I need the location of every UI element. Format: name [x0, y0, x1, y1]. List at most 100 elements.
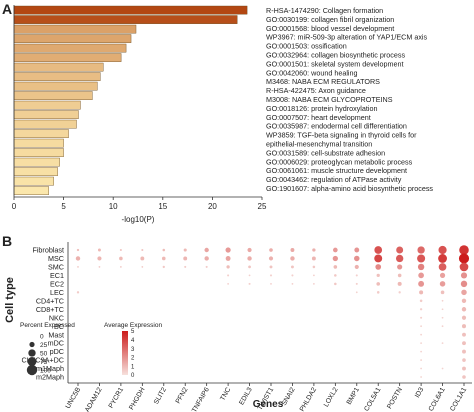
- cell-type-label: LEC: [50, 288, 64, 297]
- size-legend-dot: [27, 356, 37, 367]
- expression-dot: [419, 308, 423, 311]
- color-legend-tick: 2: [131, 356, 135, 362]
- expression-dot: [441, 299, 444, 302]
- expression-dot: [420, 342, 423, 345]
- expression-dot: [355, 282, 358, 285]
- term-label: GO:0018126: protein hydroxylation: [266, 104, 377, 113]
- term-label: R-HSA-1474290: Collagen formation: [266, 6, 383, 15]
- expression-dot: [247, 256, 252, 261]
- bar: [13, 167, 58, 176]
- x-tick-group: 0 5 10 15 20 25: [12, 197, 267, 211]
- cell-type-label: BC: [54, 322, 64, 331]
- color-legend-tick: 3: [131, 347, 135, 353]
- expression-dot: [397, 264, 403, 270]
- expression-dot: [162, 265, 165, 269]
- panel-a-label: A: [2, 1, 12, 17]
- x-tick-label: 10: [109, 202, 118, 211]
- term-label: GO:1901607: alpha-amino acid biosyntheti…: [266, 184, 433, 193]
- bar: [13, 186, 49, 195]
- term-label: GO:0030199: collagen fibril organization: [266, 15, 394, 24]
- expression-dot: [419, 290, 424, 295]
- expression-dot: [75, 256, 81, 261]
- expression-dot: [290, 256, 295, 261]
- expression-dot: [441, 342, 444, 345]
- expression-dot: [226, 265, 230, 269]
- expression-dot: [460, 280, 468, 288]
- expression-dot: [290, 248, 295, 252]
- expression-dot: [461, 298, 467, 304]
- term-label: GO:0042060: wound healing: [266, 68, 358, 77]
- size-legend-label: 75: [40, 359, 48, 366]
- bar: [13, 43, 127, 53]
- expression-dot: [462, 375, 466, 379]
- expression-dot: [97, 256, 102, 261]
- gene-label: EDIL3: [238, 386, 254, 406]
- expression-dot: [376, 291, 380, 294]
- expression-dot: [355, 274, 358, 277]
- cell-type-label: MSC: [48, 254, 64, 263]
- bar: [13, 148, 64, 157]
- expression-dot: [312, 265, 316, 269]
- expression-dot: [441, 367, 444, 370]
- expression-dot: [333, 247, 338, 253]
- expression-dot: [248, 282, 251, 285]
- dot-group: [75, 245, 470, 379]
- gene-label: UNC5B: [65, 386, 83, 410]
- term-label: GO:0031589: cell-substrate adhesion: [266, 148, 385, 157]
- expression-dot: [438, 254, 447, 263]
- expression-dot: [439, 272, 446, 278]
- expression-dot: [396, 246, 404, 254]
- term-label: WP3859: TGF-beta signaling in thyroid ce…: [266, 131, 417, 140]
- expression-dot: [462, 366, 466, 371]
- bar: [13, 72, 101, 81]
- expression-dot: [441, 316, 444, 319]
- expression-dot: [397, 281, 402, 286]
- expression-dot: [462, 341, 466, 346]
- x-tick-label: 20: [208, 202, 217, 211]
- expression-dot: [227, 274, 230, 277]
- x-tick-label: 5: [61, 202, 66, 211]
- bar: [13, 62, 104, 72]
- expression-dot: [312, 274, 315, 277]
- expression-dot: [418, 280, 425, 287]
- enrichment-bar-chart: A 0 5 10 15 20 25 R-HSA-1474290: Collagen for…: [2, 1, 433, 224]
- expression-dot: [398, 291, 401, 294]
- expression-dot: [141, 266, 144, 268]
- bar: [13, 100, 81, 110]
- cell-type-label: CD8+TC: [36, 305, 64, 314]
- expression-dot: [205, 265, 208, 268]
- size-legend-label: 100: [40, 367, 51, 374]
- cell-type-label: Fibroblast: [32, 246, 64, 255]
- term-label: M3008: NABA ECM GLYCOPROTEINS: [266, 95, 393, 104]
- expression-dot: [332, 255, 338, 262]
- expression-dot: [438, 245, 447, 255]
- expression-dot: [269, 248, 273, 252]
- term-label-group: R-HSA-1474290: Collagen formationGO:0030…: [266, 6, 433, 193]
- expression-dot: [417, 246, 425, 254]
- expression-dot: [418, 272, 424, 279]
- size-legend-dot: [26, 364, 38, 376]
- expression-dot: [462, 332, 466, 337]
- expression-dot: [397, 273, 402, 278]
- expression-dot: [376, 282, 381, 286]
- expression-dot: [184, 265, 187, 268]
- bar: [13, 157, 60, 167]
- color-legend-title: Average Expression: [104, 322, 162, 329]
- expression-dot: [141, 248, 144, 252]
- expression-dot: [76, 291, 80, 294]
- bar: [13, 119, 77, 129]
- term-label: GO:0007507: heart development: [266, 113, 371, 122]
- gene-label: PFN2: [175, 386, 190, 405]
- cell-type-label: Mast: [48, 330, 64, 339]
- expression-dot: [227, 282, 230, 285]
- term-label: GO:0061061: muscle structure development: [266, 166, 407, 175]
- y-axis-label: Cell type: [4, 277, 16, 323]
- dot-plot-chart: B Cell type FibroblastMSCSMCEC1EC2LECCD4…: [2, 233, 472, 412]
- expression-dot: [77, 266, 79, 268]
- expression-dot: [225, 256, 231, 261]
- term-label: GO:0032964: collagen biosynthetic proces…: [266, 51, 405, 60]
- expression-dot: [420, 350, 423, 353]
- expression-dot: [461, 315, 467, 320]
